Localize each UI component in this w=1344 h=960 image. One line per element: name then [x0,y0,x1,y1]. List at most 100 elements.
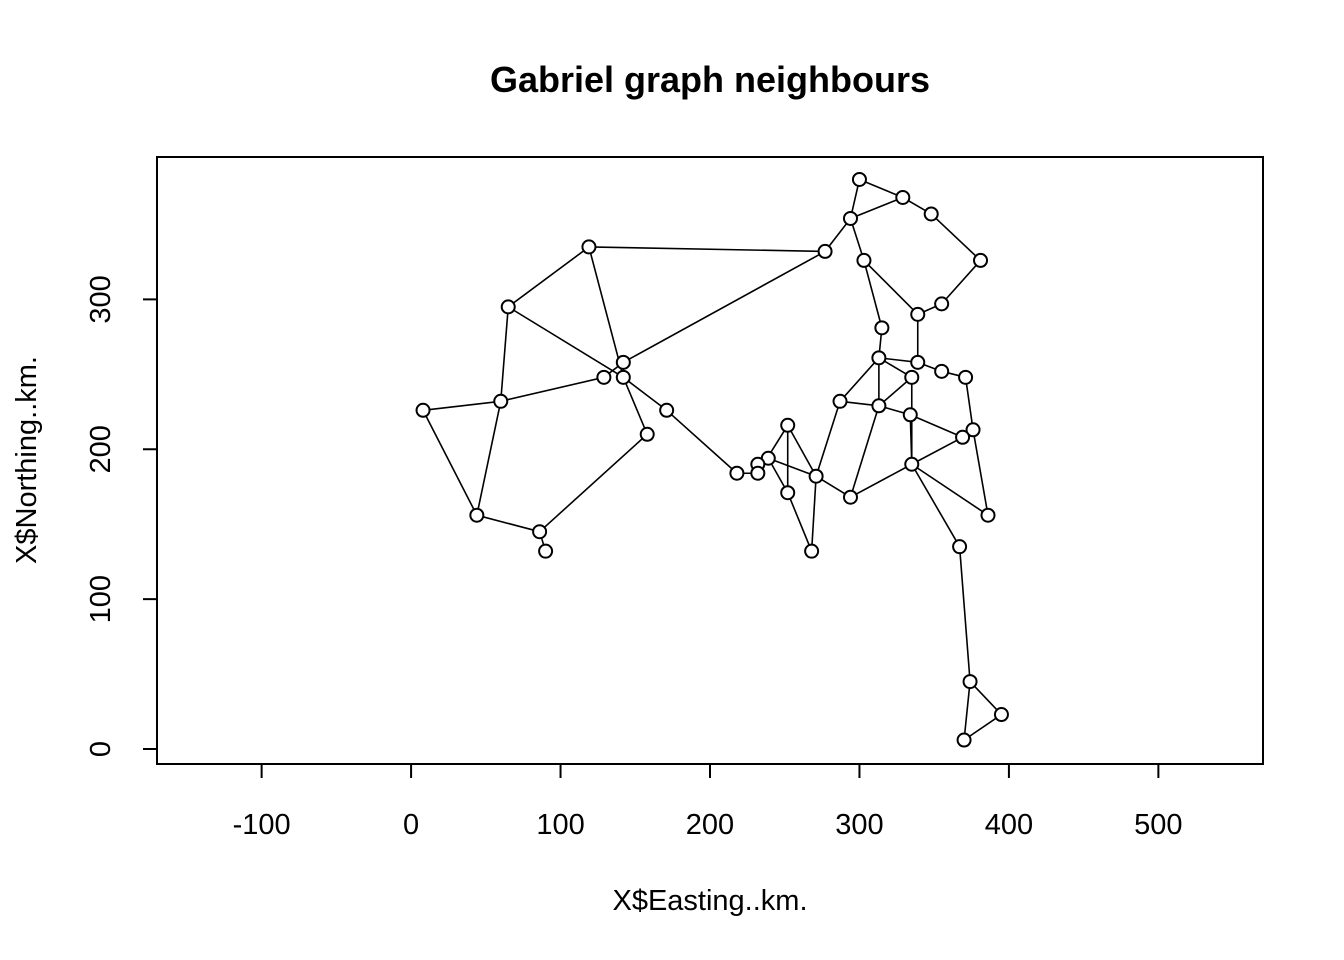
graph-edges [422,178,1003,741]
x-tick-label: 500 [1134,809,1182,841]
y-tick-label: 200 [85,425,117,473]
data-point [958,369,974,385]
data-point [871,350,887,366]
graph-edge [476,401,502,516]
data-point [538,543,554,559]
graph-edge [768,457,817,477]
data-point [955,429,971,445]
y-axis: 0 100 200 300 [85,275,158,757]
data-point [615,369,631,385]
graph-points [415,171,1009,748]
graph-edge [622,250,826,364]
data-point [904,456,920,472]
graph-edge [839,357,880,402]
graph-edge [958,546,971,682]
data-point [780,417,796,433]
graph-edge [930,213,982,261]
data-point [980,507,996,523]
x-tick-label: 0 [403,809,419,841]
graph-edge [963,681,971,741]
data-point [469,507,485,523]
graph-edge [849,405,880,498]
graph-edge [539,433,648,533]
graph-edge [969,681,1003,716]
data-point [817,243,833,259]
graph-edge [422,409,478,516]
data-point [956,732,972,748]
data-point [851,171,867,187]
data-point [581,239,597,255]
data-point [415,402,431,418]
data-point [874,320,890,336]
graph-edge [507,306,624,379]
data-point [902,407,918,423]
x-tick-label: 200 [686,809,734,841]
graph-edge [909,414,963,439]
data-point [500,299,516,315]
data-point [856,252,872,268]
data-point [639,426,655,442]
data-point [808,468,824,484]
graph-edge [850,463,913,498]
data-point [910,354,926,370]
data-point [842,489,858,505]
chart-title: Gabriel graph neighbours [490,59,930,100]
data-point [871,398,887,414]
graph-edge [422,400,501,412]
data-point [934,296,950,312]
y-tick-label: 0 [85,741,117,757]
x-axis-label: X$Easting..km. [612,885,807,917]
graph-edge [911,436,963,465]
data-point [596,369,612,385]
graph-edge [972,429,989,516]
graph-edge [964,377,974,430]
data-point [659,402,675,418]
x-axis: -100 0 100 200 300 400 500 [233,763,1183,841]
data-point [923,206,939,222]
x-tick-label: -100 [233,809,291,841]
data-point [973,252,989,268]
graph-edge [911,463,989,516]
graph-edge [476,514,540,533]
y-tick-label: 100 [85,575,117,623]
y-axis-label: X$Northing..km. [11,356,43,564]
graph-edge [859,178,904,199]
graph-edge [815,401,841,477]
graph-edge [863,260,883,329]
data-point [904,369,920,385]
data-point [493,393,509,409]
data-point [952,539,968,555]
graph-edge [666,409,738,474]
data-point [842,210,858,226]
data-point [962,674,978,690]
graph-edge [622,377,648,435]
data-point [934,363,950,379]
graph-edge [499,306,510,402]
graph-edge [810,476,817,552]
graph-edge [911,463,961,548]
y-tick-label: 300 [85,275,117,323]
data-point [729,465,745,481]
data-point [832,393,848,409]
x-tick-label: 100 [536,809,584,841]
graph-edge [850,196,904,220]
plot-frame [156,156,1264,765]
graph-edge [588,246,826,253]
data-point [804,543,820,559]
data-point [993,707,1009,723]
graph-edge [622,376,668,411]
data-point [615,354,631,370]
graph-edge [786,492,813,552]
graph-edge [507,246,590,308]
graph-edge [863,259,919,315]
graph-edge [500,376,605,403]
data-point [910,306,926,322]
graph-edge [787,424,817,477]
data-point [532,524,548,540]
graph-edge [588,246,625,378]
data-point [750,465,766,481]
data-point [780,485,796,501]
graph-edge [963,713,1002,741]
data-point [895,189,911,205]
